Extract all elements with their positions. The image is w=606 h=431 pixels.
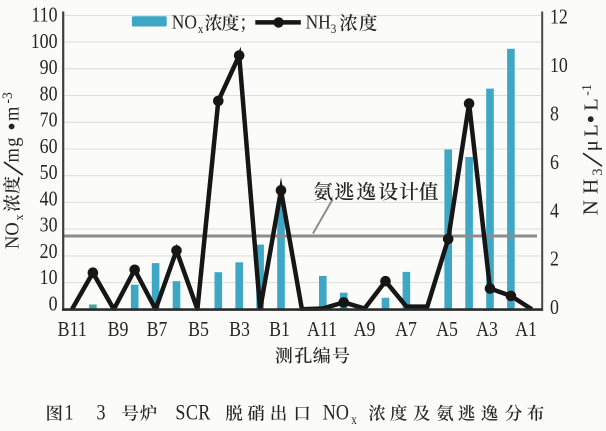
svg-text:50: 50 — [40, 162, 58, 185]
svg-text:x: x — [351, 412, 357, 427]
svg-text:8: 8 — [550, 103, 559, 126]
svg-text:60: 60 — [40, 136, 58, 159]
svg-text:A7: A7 — [395, 319, 417, 342]
svg-text:2: 2 — [550, 248, 559, 271]
svg-text:L: L — [581, 124, 603, 137]
svg-text:NH: NH — [306, 11, 331, 34]
svg-text:3: 3 — [97, 401, 106, 425]
svg-text:90: 90 — [40, 57, 58, 80]
svg-text:μ: μ — [581, 140, 603, 151]
svg-text:3: 3 — [590, 168, 606, 175]
svg-text:;: ; — [241, 8, 246, 34]
svg-text:x: x — [11, 214, 26, 221]
svg-text:-3: -3 — [0, 92, 16, 103]
svg-text:B11: B11 — [58, 319, 87, 342]
svg-text:3: 3 — [331, 21, 337, 36]
svg-text:20: 20 — [40, 241, 58, 264]
svg-text:NO: NO — [323, 401, 349, 425]
svg-text:L: L — [581, 98, 603, 111]
svg-text:-1: -1 — [580, 84, 595, 96]
svg-text:x: x — [198, 21, 204, 36]
svg-text:10: 10 — [550, 55, 568, 78]
svg-text:1: 1 — [65, 401, 74, 425]
svg-text:B9: B9 — [108, 319, 129, 342]
svg-text:12: 12 — [550, 6, 568, 29]
svg-text:10: 10 — [40, 267, 58, 290]
svg-text:A5: A5 — [436, 319, 458, 342]
svg-text:100: 100 — [31, 31, 58, 54]
svg-text:30: 30 — [40, 214, 58, 237]
svg-text:NH: NH — [579, 173, 603, 215]
svg-text:SCR: SCR — [175, 401, 210, 425]
svg-text:B5: B5 — [188, 319, 209, 342]
svg-text:40: 40 — [40, 188, 58, 211]
svg-text:B7: B7 — [147, 319, 168, 342]
svg-text:0: 0 — [49, 293, 58, 316]
svg-text:110: 110 — [31, 4, 57, 27]
svg-text:A1: A1 — [515, 319, 537, 342]
svg-text:m: m — [2, 107, 24, 121]
svg-text:A9: A9 — [354, 319, 376, 342]
svg-text:70: 70 — [40, 109, 58, 132]
svg-text:4: 4 — [550, 200, 559, 223]
svg-text:B1: B1 — [269, 319, 290, 342]
svg-text:B3: B3 — [229, 319, 250, 342]
svg-text:NO: NO — [2, 222, 24, 249]
svg-text:6: 6 — [550, 152, 559, 175]
svg-text:80: 80 — [40, 83, 58, 106]
svg-text:A3: A3 — [476, 319, 498, 342]
svg-text:mg: mg — [2, 136, 24, 162]
svg-text:A11: A11 — [307, 319, 337, 342]
svg-text:NO: NO — [172, 11, 197, 34]
svg-text:0: 0 — [550, 297, 559, 320]
